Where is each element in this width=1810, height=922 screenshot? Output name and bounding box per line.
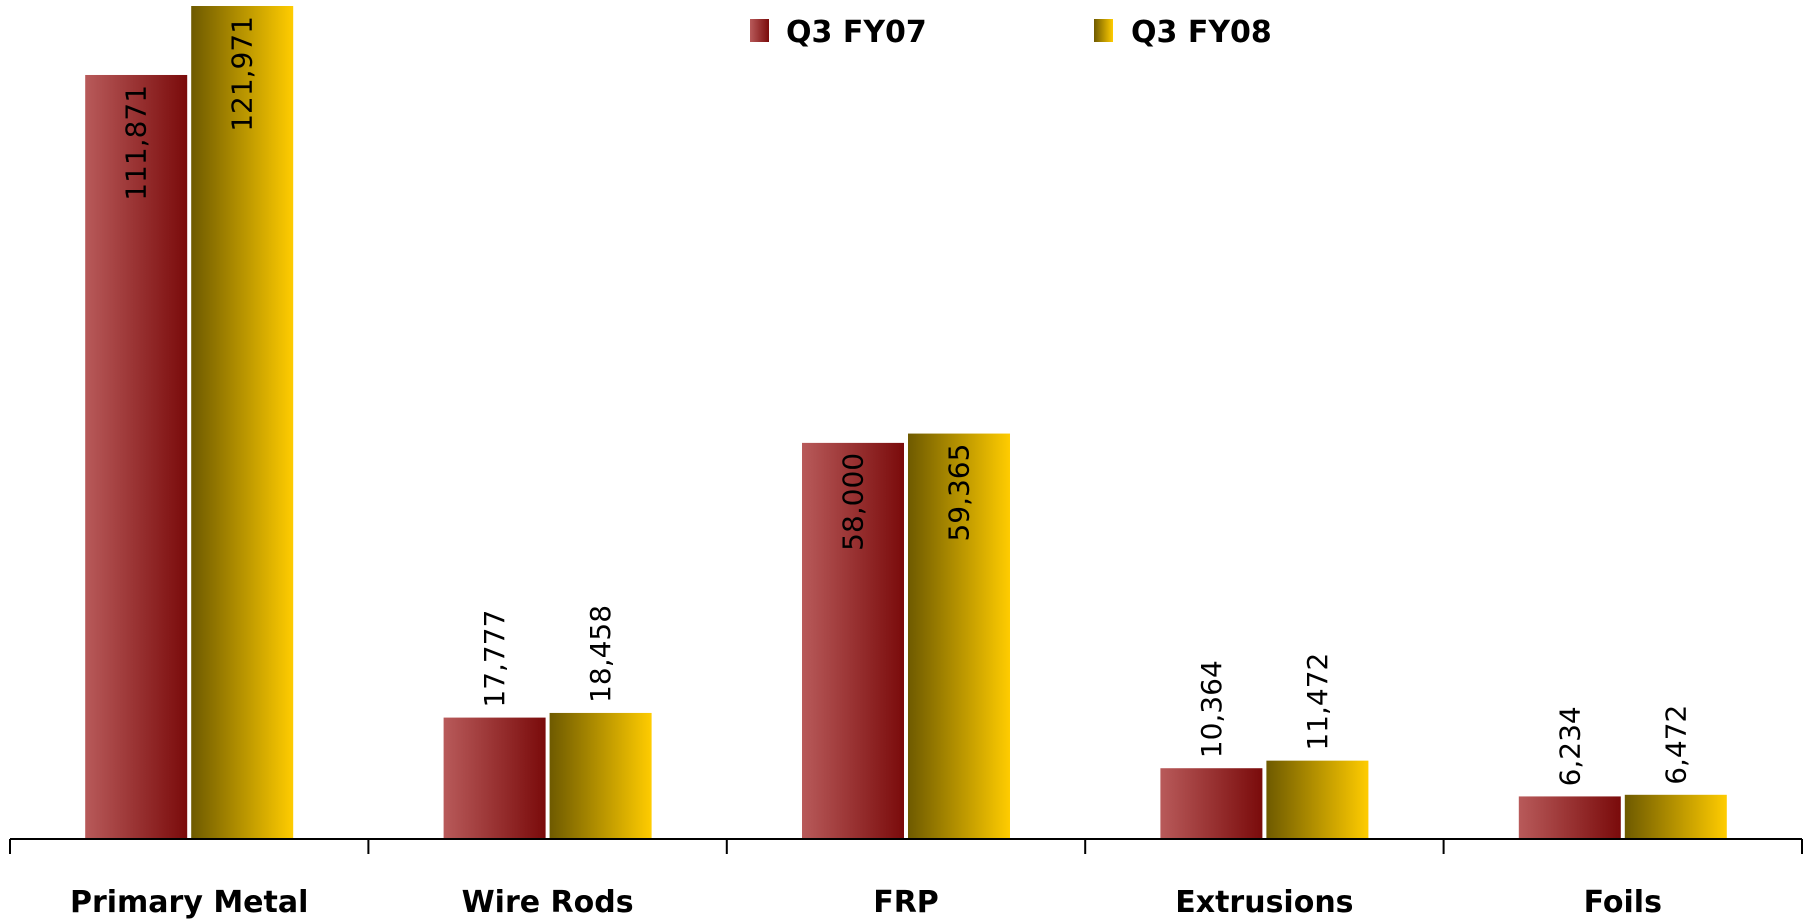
bar-foils-q3-fy07 <box>1518 796 1621 839</box>
data-label-wire-rods-q3-fy08: 18,458 <box>584 605 617 703</box>
data-label-primary-metal-q3-fy08: 121,971 <box>226 16 259 132</box>
bar-frp-q3-fy07 <box>802 442 904 839</box>
data-label-primary-metal-q3-fy07: 111,871 <box>120 85 153 201</box>
category-label-wire-rods: Wire Rods <box>462 885 634 920</box>
data-label-extrusions-q3-fy07: 10,364 <box>1195 660 1228 758</box>
category-label-extrusions: Extrusions <box>1175 885 1353 920</box>
legend-label-q3-fy08: Q3 FY08 <box>1131 15 1272 50</box>
category-label-frp: FRP <box>873 885 939 920</box>
category-labels: Primary Metal Wire Rods FRP Extrusions Foils <box>70 885 1662 920</box>
bar-primary-metal-q3-fy08 <box>191 6 294 839</box>
bar-extrusions-q3-fy07 <box>1160 768 1263 839</box>
bar-frp-q3-fy08 <box>908 433 1010 839</box>
bar-foils-q3-fy08 <box>1624 794 1727 839</box>
data-label-wire-rods-q3-fy07: 17,777 <box>478 610 511 708</box>
legend-swatch-q3-fy07 <box>750 19 769 42</box>
x-axis <box>9 838 1803 854</box>
category-label-foils: Foils <box>1584 885 1662 920</box>
legend-label-q3-fy07: Q3 FY07 <box>786 15 927 50</box>
data-label-frp-q3-fy08: 59,365 <box>943 444 976 542</box>
bar-wire-rods-q3-fy08 <box>549 712 652 839</box>
bar-extrusions-q3-fy08 <box>1266 760 1369 839</box>
bar-wire-rods-q3-fy07 <box>443 717 546 839</box>
data-label-foils-q3-fy08: 6,472 <box>1659 705 1692 785</box>
bar-primary-metal-q3-fy07 <box>85 74 188 839</box>
data-label-foils-q3-fy07: 6,234 <box>1553 706 1586 786</box>
legend-swatch-q3-fy08 <box>1094 19 1113 42</box>
legend: Q3 FY07 Q3 FY08 <box>750 15 1272 50</box>
bars-layer: 111,871 121,971 17,777 18,458 58,000 59,365 10… <box>85 6 1727 839</box>
data-label-extrusions-q3-fy08: 11,472 <box>1301 653 1334 751</box>
data-label-frp-q3-fy07: 58,000 <box>837 453 870 551</box>
category-label-primary-metal: Primary Metal <box>70 885 308 920</box>
